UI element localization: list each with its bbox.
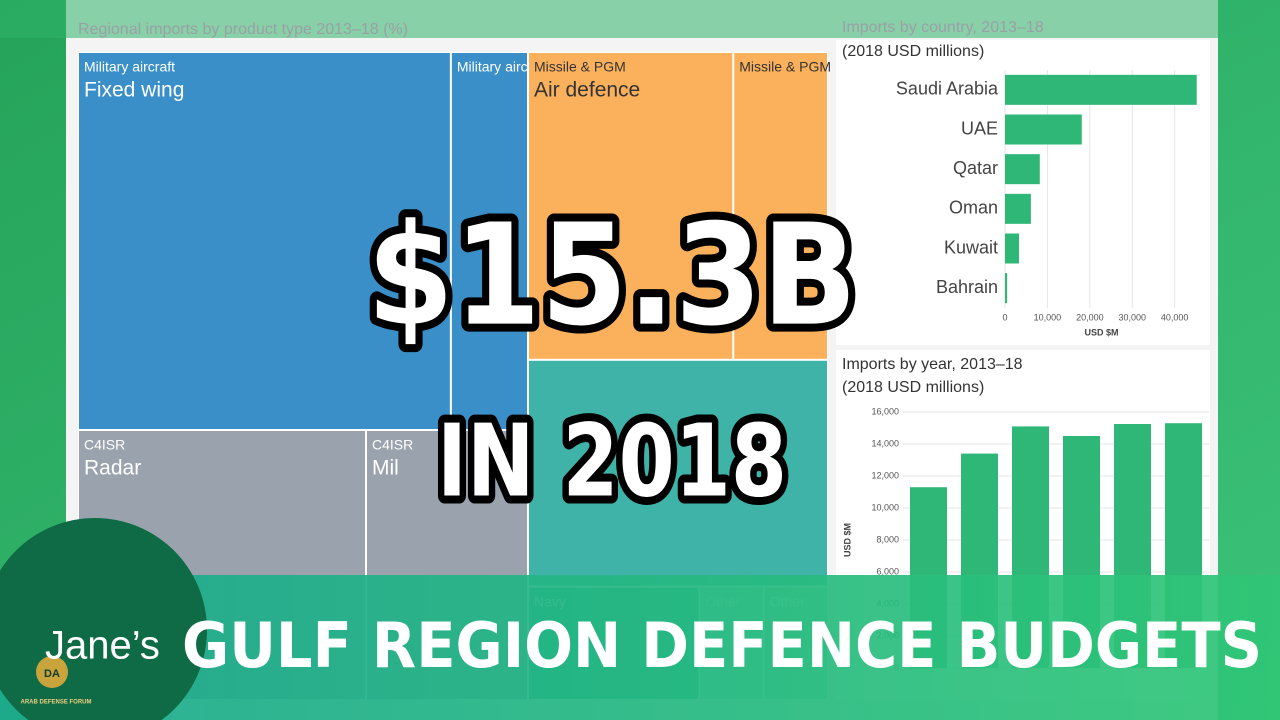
tile-label: Fixed wing bbox=[84, 79, 184, 102]
tile-label: Mil bbox=[372, 457, 399, 480]
category-label: Qatar bbox=[953, 158, 998, 178]
year-title: Imports by year, 2013–18 bbox=[842, 356, 1023, 373]
tile bbox=[451, 53, 527, 429]
logo-name: ARAB DEFENSE FORUM bbox=[20, 700, 91, 706]
bar bbox=[1005, 193, 1031, 224]
banner bbox=[0, 575, 1280, 720]
country-title: Imports by country, 2013–18 bbox=[842, 19, 1044, 36]
y-tick-label: 12,000 bbox=[871, 470, 899, 480]
y-tick-label: 14,000 bbox=[871, 438, 899, 448]
tile-group: Military aircraft bbox=[84, 59, 175, 75]
category-label: Bahrain bbox=[936, 277, 998, 297]
year-subtitle: (2018 USD millions) bbox=[842, 379, 984, 396]
logo-emblem bbox=[36, 656, 68, 688]
tile-group: Missile & PGM bbox=[534, 59, 626, 75]
tile-label: Air defence bbox=[534, 79, 640, 102]
x-tick-label: 40,000 bbox=[1161, 312, 1189, 322]
y-tick-label: 8,000 bbox=[876, 534, 899, 544]
tile-group: C4ISR bbox=[372, 437, 413, 453]
bar bbox=[1005, 154, 1040, 185]
x-tick-label: 0 bbox=[1002, 312, 1007, 322]
tile bbox=[529, 360, 827, 586]
y-tick-label: 6,000 bbox=[876, 566, 899, 576]
tile bbox=[734, 53, 827, 359]
category-label: Oman bbox=[949, 198, 998, 218]
tile bbox=[79, 53, 450, 429]
bar bbox=[1005, 233, 1019, 264]
bar bbox=[1005, 273, 1008, 304]
x-tick-label: 10,000 bbox=[1034, 312, 1062, 322]
country-subtitle: (2018 USD millions) bbox=[842, 43, 984, 60]
headline: $15.3B bbox=[367, 195, 857, 358]
y-tick-label: 10,000 bbox=[871, 502, 899, 512]
y-axis-label: USD $M bbox=[842, 523, 852, 557]
tile-group: Military aircraft bbox=[457, 59, 548, 75]
x-axis-label: USD $M bbox=[1084, 327, 1118, 337]
tile-label: Radar bbox=[84, 457, 141, 480]
category-label: Kuwait bbox=[944, 237, 998, 257]
logo: DA ARAB DEFENSE FORUM bbox=[0, 518, 207, 720]
treemap-title: Regional imports by product type 2013–18… bbox=[78, 21, 408, 38]
tile-group: C4ISR bbox=[84, 437, 125, 453]
bar bbox=[1005, 74, 1197, 105]
category-label: UAE bbox=[961, 118, 998, 138]
banner-text: GULF REGION DEFENCE BUDGETS bbox=[182, 609, 1262, 682]
tile-group: Missile & PGM bbox=[739, 59, 831, 75]
y-tick-label: 16,000 bbox=[871, 406, 899, 416]
brand: Jane’s bbox=[45, 624, 160, 668]
top-tint bbox=[0, 0, 1280, 38]
logo-initials: DA bbox=[44, 668, 60, 680]
bar bbox=[1005, 114, 1082, 145]
category-label: Saudi Arabia bbox=[896, 79, 999, 99]
x-tick-label: 20,000 bbox=[1076, 312, 1104, 322]
subline: IN 2018 bbox=[437, 402, 787, 519]
tile bbox=[529, 53, 733, 359]
x-tick-label: 30,000 bbox=[1118, 312, 1146, 322]
